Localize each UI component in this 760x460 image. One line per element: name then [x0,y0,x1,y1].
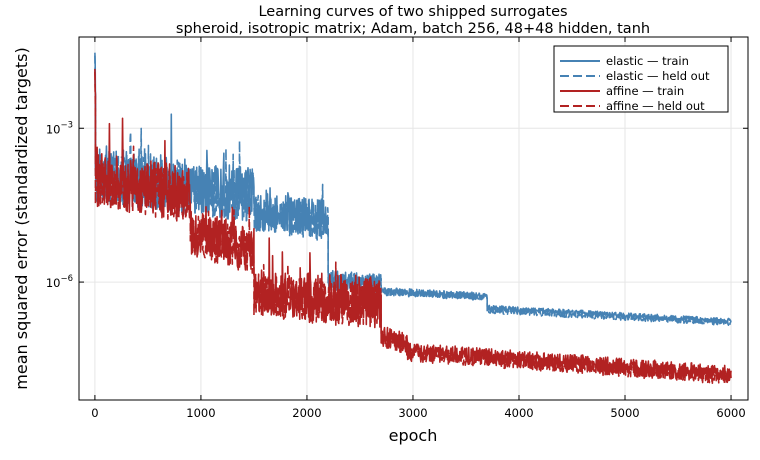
legend-label: elastic — train [606,54,689,68]
series-line [94,55,732,326]
x-tick-label: 1000 [186,406,215,420]
x-tick-label: 3000 [398,406,427,420]
series-line [94,52,732,325]
x-axis-label: epoch [389,426,438,445]
legend-label: affine — train [606,84,684,98]
x-tick-label: 5000 [610,406,639,420]
x-tick-label: 0 [91,406,98,420]
legend-label: affine — held out [606,99,705,113]
plot-frame [78,36,749,401]
chart-title: Learning curves of two shipped surrogate… [258,4,567,20]
y-tick-label: 10−6 [46,274,73,290]
series-line [94,68,732,383]
legend-box [553,45,729,113]
chart-subtitle: spheroid, isotropic matrix; Adam, batch … [176,21,650,37]
legend-label: elastic — held out [606,69,710,83]
x-tick-label: 4000 [504,406,533,420]
x-tick-label: 6000 [716,406,745,420]
series-group [94,52,732,385]
y-axis-label: mean squared error (standardized targets… [12,47,31,389]
axis-ticks: 0 1000 2000 3000 4000 5000 6000 10−6 10−3 [46,37,748,420]
y-tick-label: 10−3 [46,120,73,136]
x-tick-label: 2000 [292,406,321,420]
